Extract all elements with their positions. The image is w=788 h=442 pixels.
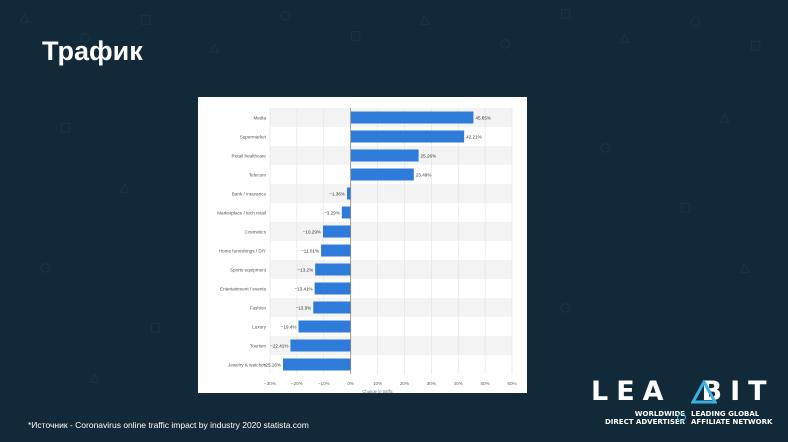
- logo-word-left: LEA: [591, 376, 672, 407]
- x-tick-label: −20%: [291, 381, 303, 386]
- bar: [314, 282, 351, 295]
- category-label: Home furnishings / DIY: [219, 249, 266, 254]
- x-tick-label: 10%: [373, 381, 382, 386]
- logo-tagline-left: WORLDWIDE DIRECT ADVERTISER: [605, 410, 685, 426]
- x-tick-label: 50%: [481, 381, 490, 386]
- category-label: Sports equipment: [230, 268, 267, 273]
- row-band: [270, 184, 512, 203]
- data-label: −13.9%: [296, 306, 312, 311]
- category-label: Retail healthcare: [232, 154, 267, 159]
- data-label: −25.16%: [263, 363, 281, 368]
- tagline-left-line2: DIRECT ADVERTISER: [605, 418, 686, 426]
- category-label: Supermarket: [240, 135, 267, 140]
- bar: [298, 320, 351, 333]
- data-label: −19.4%: [281, 325, 297, 330]
- globe-icon: [677, 413, 686, 422]
- bar: [350, 149, 419, 162]
- data-label: 45.65%: [475, 116, 491, 121]
- x-axis-label: Change in traffic: [362, 389, 392, 393]
- x-tick-label: 0%: [347, 381, 354, 386]
- data-label: −3.29%: [324, 211, 340, 216]
- bar: [321, 244, 351, 257]
- bar: [313, 301, 351, 314]
- category-label: Fashion: [250, 306, 267, 311]
- data-label: 23.49%: [416, 173, 432, 178]
- leadbit-logo: LEA BIT WORLDWIDE DIRECT ADVERTISER LEADI…: [591, 376, 777, 432]
- bar: [350, 111, 474, 124]
- bar: [341, 206, 351, 219]
- data-label: −13.2%: [297, 268, 313, 273]
- bar: [347, 187, 351, 200]
- category-label: Jewelry & watches: [228, 363, 267, 368]
- bar: [322, 225, 351, 238]
- bar: [290, 339, 351, 352]
- traffic-bar-chart: Media 45.65% Supermarket 42.21% Retail healt…: [217, 108, 517, 393]
- source-note: *Источник - Coronavirus online traffic i…: [28, 420, 309, 430]
- data-label: 25.26%: [421, 154, 437, 159]
- logo-wordmark: LEA BIT: [591, 376, 775, 407]
- tagline-left-line1: WORLDWIDE: [634, 410, 686, 418]
- logo-tagline-right: LEADING GLOBAL AFFILIATE NETWORK: [691, 410, 772, 426]
- tagline-right-line1: LEADING GLOBAL: [691, 410, 760, 418]
- x-tick-label: 20%: [400, 381, 409, 386]
- category-label: Telecom: [249, 173, 266, 178]
- category-label: Bank / insurance: [232, 192, 267, 197]
- data-label: −1.36%: [329, 192, 345, 197]
- logo-triangle-icon: [691, 380, 717, 404]
- x-tick-label: 60%: [507, 381, 516, 386]
- category-label: Marketplace / tech retail: [217, 211, 266, 216]
- slide-title: Трафик: [42, 36, 143, 66]
- data-label: −10.29%: [303, 230, 321, 235]
- category-label: Media: [253, 116, 266, 121]
- bar: [315, 263, 351, 276]
- category-label: Tourism: [250, 344, 266, 349]
- x-tick-label: −30%: [264, 381, 276, 386]
- category-label: Entertainment / events: [220, 287, 267, 292]
- x-tick-label: 30%: [427, 381, 436, 386]
- data-label: −11.01%: [301, 249, 319, 254]
- tagline-right-line2: AFFILIATE NETWORK: [691, 418, 773, 426]
- x-tick-label: −10%: [318, 381, 330, 386]
- bar: [350, 130, 465, 143]
- data-label: −13.41%: [294, 287, 312, 292]
- x-tick-label: 40%: [454, 381, 463, 386]
- bar: [283, 358, 351, 371]
- data-label: 42.21%: [466, 135, 482, 140]
- category-label: Cosmetics: [245, 230, 267, 235]
- data-label: −22.41%: [270, 344, 288, 349]
- chart-card: Media 45.65% Supermarket 42.21% Retail healt…: [198, 97, 527, 393]
- category-label: Luxury: [252, 325, 266, 330]
- bar: [350, 168, 414, 181]
